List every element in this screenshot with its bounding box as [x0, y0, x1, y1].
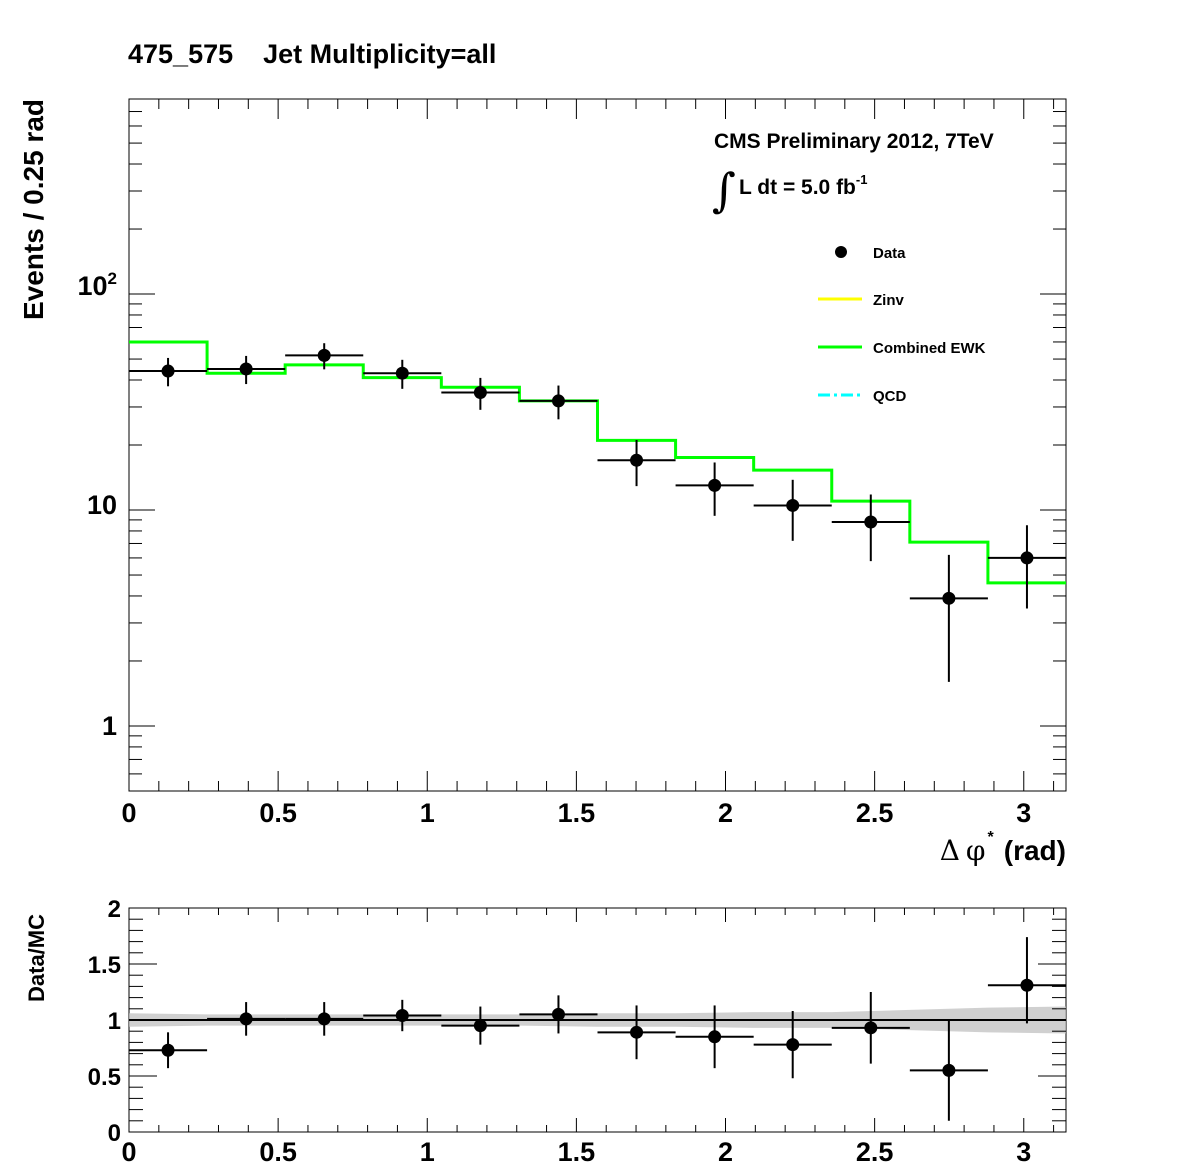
y-tick-label-1: 1 — [102, 711, 117, 741]
data-point — [942, 591, 956, 605]
ratio-y-tick-label: 1.5 — [88, 952, 121, 979]
ewk-histogram — [129, 340, 1066, 585]
y-tick-label-10: 10 — [87, 490, 117, 520]
ratio-point — [395, 1009, 409, 1023]
ratio-panel — [128, 907, 1067, 1133]
main-x-tick-labels: 0 0.5 1 1.5 2 2.5 3 — [121, 798, 1031, 828]
data-point — [551, 394, 565, 408]
data-points — [129, 343, 1066, 682]
ratio-point — [317, 1012, 331, 1026]
ratio-y-tick-label: 0 — [108, 1120, 121, 1147]
legend-data-marker — [835, 246, 847, 258]
ratio-y-axis-title: Data/MC — [24, 914, 49, 1002]
legend-label-zinv: Zinv — [873, 292, 904, 309]
x-tick-label: 3 — [1016, 798, 1031, 828]
data-point — [786, 498, 800, 512]
ratio-point — [942, 1063, 956, 1077]
x-tick-label: 2.5 — [856, 798, 894, 828]
data-point — [630, 453, 644, 467]
ratio-x-tick-label: 1 — [420, 1137, 435, 1167]
ewk-histogram-line — [129, 340, 1066, 585]
x-tick-label: 2 — [718, 798, 733, 828]
ratio-point — [1020, 978, 1034, 992]
ratio-x-tick-label: 0.5 — [259, 1137, 297, 1167]
ratio-points — [129, 937, 1066, 1121]
data-point — [239, 362, 253, 376]
ratio-x-tick-label: 2.5 — [856, 1137, 894, 1167]
x-tick-label: 1 — [420, 798, 435, 828]
main-axis-ticks — [128, 98, 1066, 792]
ratio-point — [786, 1038, 800, 1052]
data-point — [473, 386, 487, 400]
data-point — [1020, 551, 1034, 565]
chart-title: 475_575 Jet Multiplicity=all — [128, 39, 496, 69]
ratio-x-tick-label: 3 — [1016, 1137, 1031, 1167]
data-point — [317, 348, 331, 362]
legend-label-data: Data — [873, 245, 906, 262]
y-tick-label-100: 102 — [77, 269, 117, 301]
data-point — [161, 364, 175, 378]
ratio-point — [161, 1043, 175, 1057]
cms-label: CMS Preliminary 2012, 7TeV — [714, 130, 994, 153]
ratio-x-tick-label: 0 — [121, 1137, 136, 1167]
ratio-point — [551, 1007, 565, 1021]
ratio-point — [630, 1025, 644, 1039]
ratio-point — [864, 1021, 878, 1035]
main-y-tick-labels: 1 10 102 — [77, 269, 117, 741]
ratio-point — [473, 1019, 487, 1033]
ratio-y-tick-labels: 0 0.5 1 1.5 2 — [88, 896, 121, 1147]
main-plot-panel — [128, 98, 1067, 792]
integral-symbol: ∫ — [712, 163, 736, 217]
main-plot-frame — [128, 98, 1067, 792]
data-point — [864, 515, 878, 529]
ratio-x-tick-labels: 0 0.5 1 1.5 2 2.5 3 — [121, 1137, 1031, 1167]
ratio-axis-ticks — [128, 907, 1066, 1133]
x-tick-label: 0 — [121, 798, 136, 828]
x-tick-label: 1.5 — [558, 798, 596, 828]
ratio-x-tick-label: 1.5 — [558, 1137, 596, 1167]
ratio-point — [239, 1012, 253, 1026]
legend-label-ewk: Combined EWK — [873, 340, 986, 357]
ratio-x-tick-label: 2 — [718, 1137, 733, 1167]
ratio-y-tick-label: 0.5 — [88, 1064, 121, 1091]
data-point — [708, 478, 722, 492]
x-tick-label: 0.5 — [259, 798, 297, 828]
y-axis-title: Events / 0.25 rad — [18, 99, 49, 320]
ratio-y-tick-label: 1 — [108, 1008, 121, 1035]
data-point — [395, 366, 409, 380]
legend: Data Zinv Combined EWK QCD — [818, 245, 986, 405]
lumi-label: L dt = 5.0 fb-1 — [739, 172, 867, 199]
ratio-y-tick-label: 2 — [108, 896, 121, 923]
ratio-point — [708, 1030, 722, 1044]
legend-label-qcd: QCD — [873, 388, 907, 405]
